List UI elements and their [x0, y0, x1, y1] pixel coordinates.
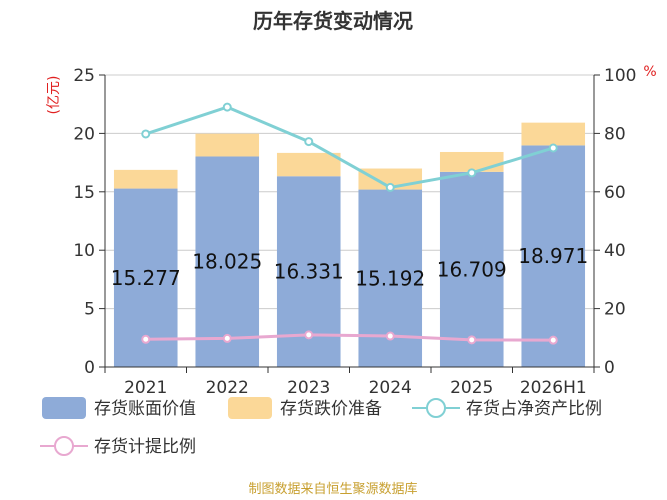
right-axis-tick-label: 60: [604, 183, 626, 203]
right-axis-tick-label: 0: [604, 358, 615, 378]
bar-value-label: 15.277: [111, 266, 181, 290]
line-point: [222, 102, 232, 112]
bar-impairment: [113, 169, 178, 189]
line-point: [385, 182, 395, 192]
line-point: [304, 330, 314, 340]
legend-label: 存货占净资产比例: [466, 399, 602, 419]
chart-title: 历年存货变动情况: [253, 9, 413, 33]
line-point: [548, 335, 558, 345]
line-point: [467, 168, 477, 178]
left-axis-tick-label: 0: [84, 358, 95, 378]
line-series: [141, 102, 558, 345]
bar-value-label: 18.971: [518, 244, 588, 268]
x-axis-tick-label: 2026H1: [520, 378, 587, 398]
legend-marker: [54, 436, 74, 456]
bar-book-value: [195, 156, 260, 367]
left-axis-tick-label: 15: [73, 183, 95, 203]
bar-impairment: [276, 152, 341, 177]
x-axis-tick-label: 2025: [450, 378, 493, 398]
right-axis-tick-label: 100: [604, 66, 636, 86]
right-axis-tick-label: 80: [604, 124, 626, 144]
right-axis-unit: %: [643, 64, 656, 80]
left-axis-tick-label: 20: [73, 124, 95, 144]
line-point: [304, 137, 314, 147]
left-axis-tick-label: 10: [73, 241, 95, 261]
line-series-path: [145, 105, 554, 189]
bar-value-label: 18.025: [192, 250, 262, 274]
x-axis-tick-label: 2024: [369, 378, 412, 398]
bar-impairment: [521, 122, 586, 146]
right-axis-tick-label: 40: [604, 241, 626, 261]
legend-swatch: [228, 397, 272, 419]
data-source-note: 制图数据来自恒生聚源数据库: [248, 481, 417, 497]
bar-impairment: [195, 133, 260, 157]
bar-series: 15.277 18.025 16.331 15.192 16.709 18.971: [111, 122, 588, 367]
line-point: [548, 143, 558, 153]
bar-value-label: 16.331: [274, 260, 344, 284]
bar-book-value: [439, 171, 504, 367]
line-point: [141, 129, 151, 139]
legend-label: 存货账面价值: [94, 399, 196, 419]
x-axis-tick-label: 2021: [124, 378, 167, 398]
bar-value-label: 15.192: [355, 266, 425, 290]
left-axis-tick-label: 25: [73, 66, 95, 86]
legend-swatch: [42, 397, 86, 419]
line-point: [222, 333, 232, 343]
right-axis-tick-label: 20: [604, 300, 626, 320]
legend-label: 存货计提比例: [94, 437, 196, 457]
gridlines: [105, 74, 594, 368]
legend-label: 存货跌价准备: [280, 399, 382, 419]
line-point: [385, 331, 395, 341]
line-point: [467, 335, 477, 345]
bar-book-value: [521, 145, 586, 367]
line-series-path: [145, 333, 554, 342]
bar-value-label: 16.709: [437, 257, 507, 281]
left-axis-unit: (亿元): [46, 76, 62, 115]
x-axis-tick-label: 2022: [206, 378, 249, 398]
line-point: [141, 334, 151, 344]
x-axis-tick-label: 2023: [287, 378, 330, 398]
left-axis-tick-label: 5: [84, 300, 95, 320]
legend-marker: [426, 398, 446, 418]
